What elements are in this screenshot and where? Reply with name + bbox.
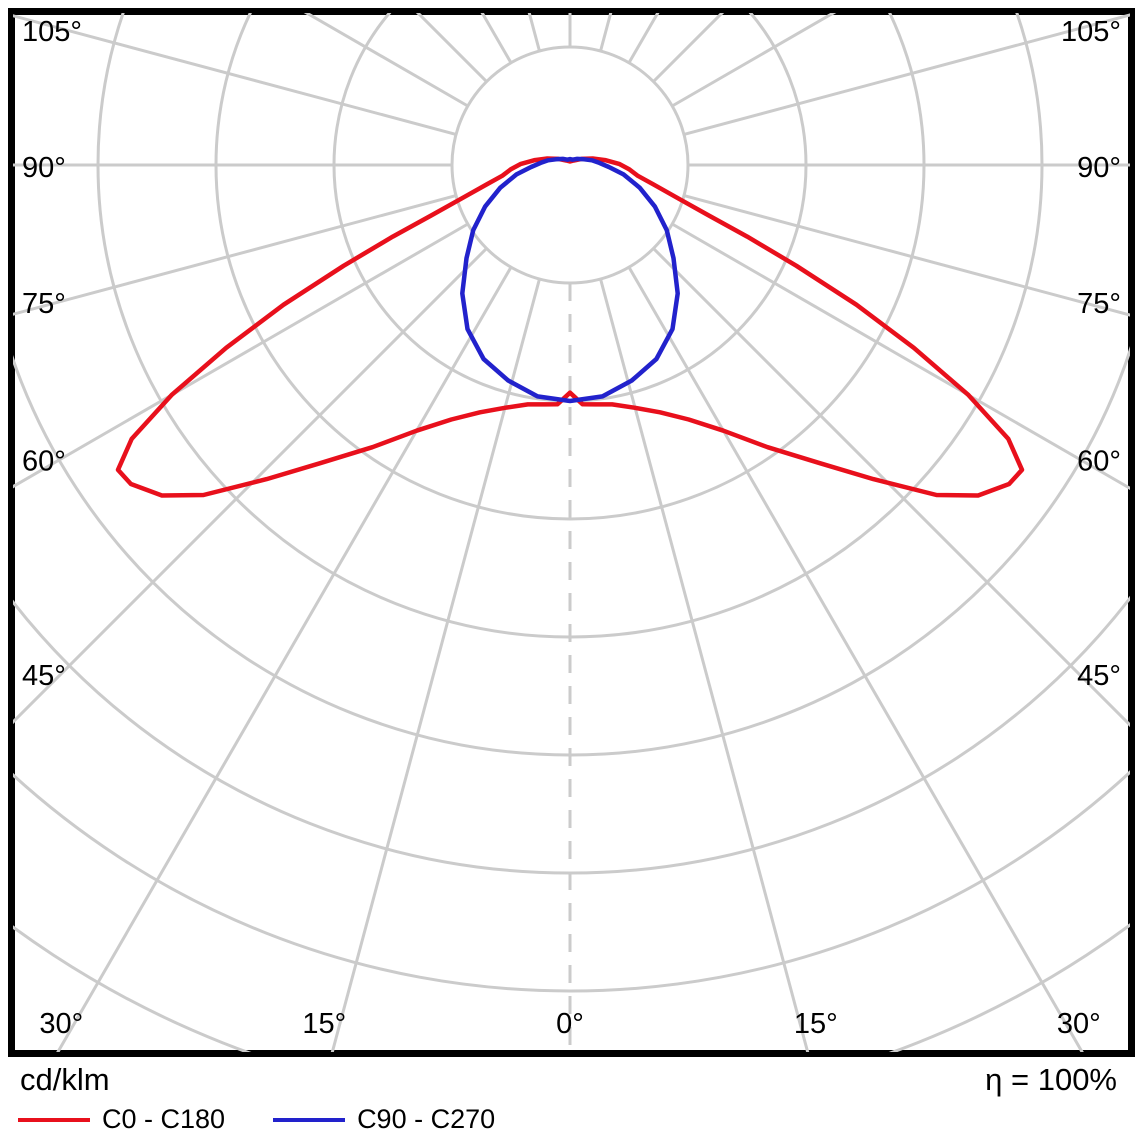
grid-angle-line	[671, 222, 1130, 491]
angle-tick-label: 60°	[1077, 445, 1121, 477]
grid-angle-line	[13, 14, 457, 136]
angle-tick-label: 45°	[22, 660, 66, 692]
grid-angle-line	[599, 278, 810, 1052]
legend-item-c0-c180: C0 - C180	[18, 1104, 225, 1135]
angle-tick-label: 0°	[556, 1008, 584, 1040]
angle-tick-label: 75°	[22, 288, 66, 320]
legend-line-c90-c270-icon	[273, 1117, 346, 1122]
grid-angle-line	[330, 278, 541, 1052]
grid-angle-line	[683, 194, 1130, 317]
angle-tick-label: 30°	[1057, 1008, 1101, 1040]
grid-angle-line	[56, 266, 513, 1052]
grid-angle-line	[627, 266, 1084, 1052]
series-curves	[115, 156, 1025, 498]
grid-angle-line	[13, 247, 488, 725]
efficiency-label: η = 100%	[985, 1062, 1117, 1097]
series-curve-c0-c180	[115, 156, 1025, 498]
legend-line-c0-c180-icon	[18, 1117, 90, 1122]
angle-labels: 105° 105° 90° 90° 75° 75° 60° 60° 45° 45° 30° 15° 0°…	[22, 16, 1121, 1040]
grid-ring	[13, 769, 1130, 993]
angle-tick-label: 75°	[1077, 288, 1121, 320]
legend-label-c90-c270: C90 - C270	[357, 1104, 496, 1134]
angle-tick-label: 60°	[22, 445, 66, 477]
grid-angle-line	[652, 247, 1130, 728]
angle-tick-label: 30°	[39, 1008, 83, 1040]
angle-tick-label: 90°	[1077, 152, 1121, 184]
legend-label-c0-c180: C0 - C180	[102, 1104, 226, 1134]
grid-angle-line	[683, 13, 1130, 136]
angle-tick-label: 15°	[794, 1008, 838, 1040]
angle-tick-label: 15°	[302, 1008, 346, 1040]
angle-tick-label: 45°	[1077, 660, 1121, 692]
grid-angle-line	[13, 194, 457, 316]
angle-tick-label: 105°	[1061, 16, 1121, 48]
series-curve-c90-c270	[460, 156, 680, 404]
angle-tick-label: 105°	[22, 16, 82, 48]
legend: C0 - C180 C90 - C270	[18, 1104, 495, 1135]
unit-label: cd/klm	[20, 1062, 110, 1097]
grid-angle-line	[13, 222, 469, 489]
legend-item-c90-c270: C90 - C270	[273, 1104, 495, 1135]
angle-tick-label: 90°	[22, 152, 66, 184]
